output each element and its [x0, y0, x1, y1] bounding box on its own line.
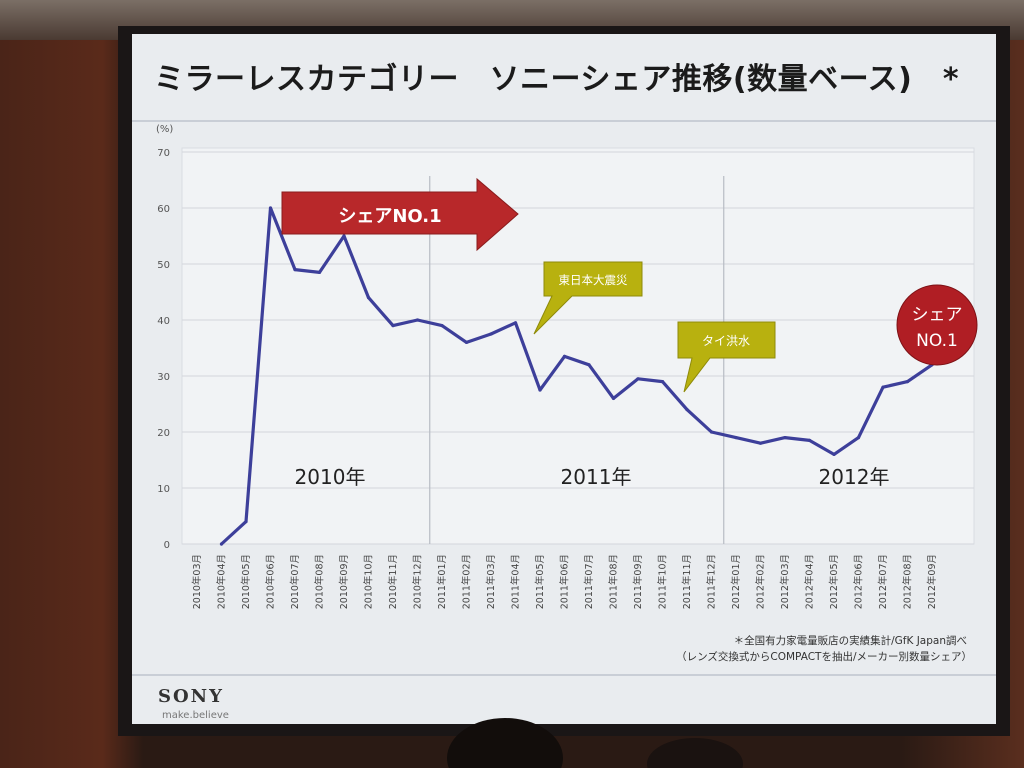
- share-data-point: [758, 441, 763, 445]
- x-tick-label: 2011年04月: [510, 554, 522, 609]
- slide-title: ミラーレスカテゴリー ソニーシェア推移(数量ベース) *: [154, 62, 960, 97]
- x-tick-label: 2012年01月: [730, 554, 742, 609]
- share-data-point: [832, 452, 836, 456]
- y-tick-label: 70: [157, 148, 170, 159]
- footer-divider: [132, 674, 996, 676]
- x-tick-label: 2011年09月: [632, 554, 644, 609]
- footnote-source: ＊全国有力家電量販店の実績集計/GfK Japan調べ: [734, 634, 967, 647]
- share-data-point: [317, 270, 322, 274]
- y-tick-label: 0: [164, 540, 170, 551]
- y-axis-label: (%): [156, 124, 173, 135]
- sony-logo: SONY: [158, 686, 224, 707]
- x-tick-label: 2012年09月: [926, 554, 938, 609]
- year-label: 2010年: [295, 465, 366, 489]
- x-tick-label: 2011年02月: [461, 554, 473, 609]
- y-tick-label: 50: [157, 260, 170, 271]
- y-tick-label: 40: [157, 316, 170, 327]
- share-no1-arrow-label: シェアNO.1: [338, 206, 441, 227]
- x-tick-label: 2010年09月: [338, 554, 350, 609]
- flood-callout: [677, 321, 776, 393]
- share-data-point: [611, 396, 616, 400]
- y-tick-label: 20: [157, 428, 170, 439]
- share-data-point: [905, 380, 910, 384]
- audience-heads: [447, 718, 743, 768]
- footnote-method: （レンズ交換式からCOMPACTを抽出/メーカー別数量シェア）: [676, 650, 972, 663]
- x-tick-label: 2011年12月: [706, 554, 718, 609]
- share-data-point: [268, 206, 273, 210]
- x-tick-label: 2010年07月: [289, 554, 301, 609]
- share-series-line: [219, 206, 934, 546]
- flood-callout-label: タイ洪水: [702, 334, 750, 348]
- share-data-point: [415, 318, 420, 322]
- share-data-point: [783, 436, 787, 440]
- share-data-point: [219, 542, 224, 546]
- x-tick-label: 2011年10月: [657, 554, 669, 609]
- x-tick-label: 2012年06月: [853, 554, 865, 609]
- share-data-point: [538, 388, 542, 392]
- x-tick-label: 2010年03月: [191, 554, 203, 609]
- y-tick-label: 30: [157, 372, 170, 383]
- x-tick-label: 2010年04月: [216, 554, 228, 609]
- share-data-point: [856, 436, 861, 440]
- share-no1-arrow: [281, 177, 519, 252]
- share-data-point: [587, 363, 591, 367]
- x-tick-label: 2011年03月: [485, 554, 497, 609]
- x-tick-label: 2010年05月: [240, 554, 252, 609]
- earthquake-callout-label: 東日本大震災: [559, 273, 628, 287]
- x-tick-label: 2011年08月: [608, 554, 620, 609]
- year-label: 2012年: [819, 465, 890, 489]
- x-tick-label: 2010年08月: [314, 554, 326, 609]
- x-tick-label: 2010年11月: [387, 554, 399, 609]
- x-tick-label: 2010年06月: [265, 554, 277, 609]
- share-data-point: [342, 234, 346, 238]
- share-data-point: [685, 408, 689, 412]
- share-data-point: [464, 340, 469, 344]
- share-data-point: [660, 380, 665, 384]
- x-tick-label: 2012年03月: [779, 554, 791, 609]
- share-data-point: [709, 430, 714, 434]
- earthquake-callout: [533, 261, 643, 335]
- x-tick-label: 2010年12月: [412, 554, 424, 609]
- x-tick-label: 2012年08月: [902, 554, 914, 609]
- share-data-point: [293, 268, 297, 272]
- share-data-point: [244, 520, 248, 524]
- x-tick-label: 2011年07月: [583, 554, 595, 609]
- share-data-point: [807, 438, 812, 442]
- share-no1-badge: [896, 284, 978, 366]
- badge-line-1: シェア: [912, 305, 963, 325]
- x-tick-label: 2012年02月: [755, 554, 767, 609]
- x-tick-label: 2012年07月: [877, 554, 889, 609]
- projected-slide: ミラーレスカテゴリー ソニーシェア推移(数量ベース) * 0 10 20 30 40 50…: [132, 34, 996, 724]
- y-tick-label: 10: [157, 484, 170, 495]
- x-tick-label: 2010年10月: [363, 554, 375, 609]
- share-line-chart: 0 10 20 30 40 50 60 70 (%) 2010年03月 2010年04月 2010年0…: [156, 124, 978, 663]
- badge-line-2: NO.1: [916, 331, 958, 351]
- x-tick-label: 2012年05月: [828, 554, 840, 609]
- share-data-point: [734, 436, 738, 440]
- x-tick-label: 2011年05月: [534, 554, 546, 609]
- x-tick-label: 2012年04月: [804, 554, 816, 609]
- y-tick-label: 60: [157, 204, 170, 215]
- share-data-point: [366, 296, 371, 300]
- share-data-point: [391, 324, 395, 328]
- share-data-point: [881, 385, 885, 389]
- x-tick-label: 2011年06月: [559, 554, 571, 609]
- share-data-point: [562, 354, 567, 358]
- share-data-point: [440, 324, 444, 328]
- title-divider: [132, 120, 996, 122]
- share-data-point: [489, 332, 493, 336]
- x-tick-label: 2011年01月: [436, 554, 448, 609]
- share-data-point: [636, 377, 640, 381]
- sony-tagline: make.believe: [162, 710, 229, 721]
- year-label: 2011年: [561, 465, 632, 489]
- x-tick-label: 2011年11月: [681, 554, 693, 609]
- share-data-point: [513, 321, 518, 325]
